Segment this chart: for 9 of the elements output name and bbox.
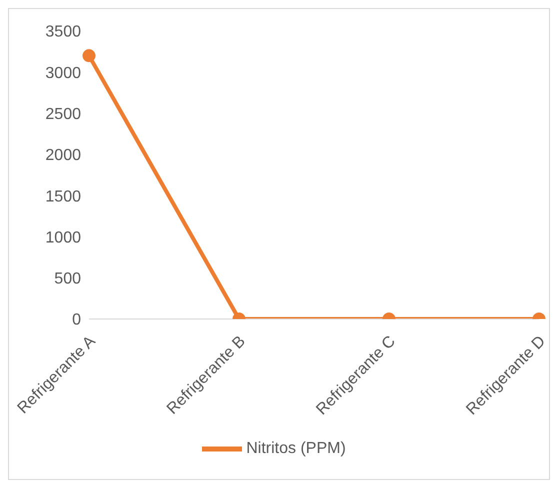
legend-label: Nitritos (PPM): [246, 440, 346, 458]
y-tick-label: 3500: [45, 24, 82, 41]
y-tick-label: 0: [72, 312, 82, 329]
y-tick-label: 500: [54, 270, 82, 288]
y-tick-label: 3000: [45, 64, 82, 82]
y-tick-label: 1500: [45, 188, 82, 206]
y-tick-label: 2000: [45, 147, 82, 164]
y-tick-label: 1000: [45, 229, 82, 246]
y-tick-label: 2500: [45, 106, 82, 123]
